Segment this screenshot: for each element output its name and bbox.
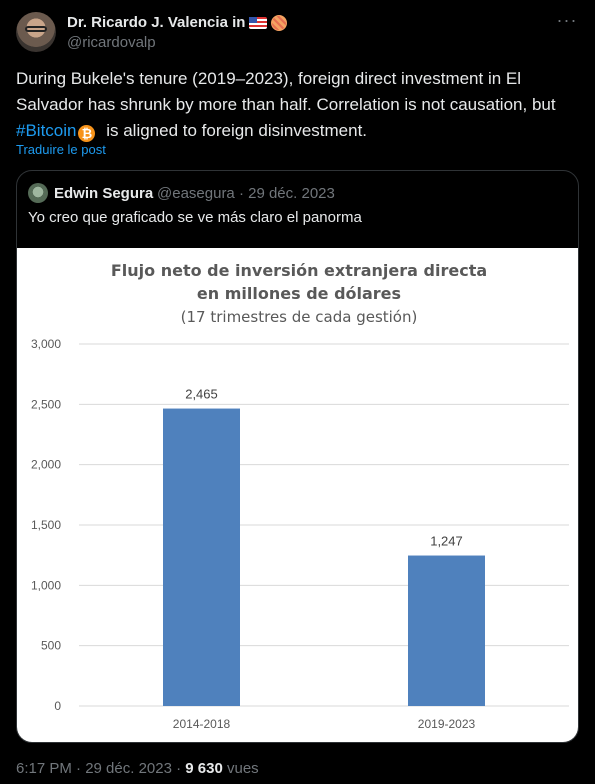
views-label: vues xyxy=(222,760,259,777)
chart-subtitle: (17 trimestres de cada gestión) xyxy=(181,308,418,326)
tweet-footer: 6:17 PM · 29 déc. 2023 · 9 630 vues xyxy=(16,760,259,777)
author-handle[interactable]: @ricardovalp xyxy=(67,34,156,51)
y-tick-label: 1,000 xyxy=(31,578,61,592)
y-tick-label: 3,000 xyxy=(31,337,61,351)
y-tick-label: 500 xyxy=(41,639,61,653)
x-tick-label: 2019-2023 xyxy=(418,717,476,731)
translate-post-link[interactable]: Traduire le post xyxy=(16,142,106,157)
author-name[interactable]: Dr. Ricardo J. Valencia in xyxy=(67,14,288,31)
label-layer: 0 500 1,000 1,500 2,000 2,500 3,000 2,465 2014-2… xyxy=(31,337,476,731)
data-label: 1,247 xyxy=(430,534,463,549)
glasses-shape xyxy=(25,26,47,32)
quote-text: Yo creo que graficado se ve más claro el… xyxy=(28,209,362,226)
author-avatar[interactable] xyxy=(16,12,56,52)
bitcoin-hashtag[interactable]: #Bitcoin xyxy=(16,121,77,140)
views-count: 9 630 xyxy=(185,760,223,777)
bar-layer xyxy=(163,408,485,706)
chart-title: Flujo neto de inversión extranjera direc… xyxy=(111,261,487,280)
y-tick-label: 1,500 xyxy=(31,518,61,532)
bar xyxy=(163,408,240,706)
y-tick-label: 2,500 xyxy=(31,397,61,411)
more-options-icon[interactable]: ··· xyxy=(556,10,578,30)
tweet-text-part2: is aligned to foreign disinvestment. xyxy=(101,121,368,140)
tweet-timestamp[interactable]: 6:17 PM · 29 déc. 2023 · xyxy=(16,760,186,777)
author-name-text[interactable]: Dr. Ricardo J. Valencia in xyxy=(67,14,246,31)
quote-handle-date: @easegura · 29 déc. 2023 xyxy=(157,185,335,202)
quote-author-name: Edwin Segura xyxy=(54,185,154,202)
bitcoin-icon: ₿ xyxy=(78,125,96,142)
chart-title-line2: en millones de dólares xyxy=(197,284,401,303)
x-tick-label: 2014-2018 xyxy=(173,717,231,731)
bar-chart: Flujo neto de inversión extranjera direc… xyxy=(31,261,569,731)
y-tick-label: 2,000 xyxy=(31,458,61,472)
data-label: 2,465 xyxy=(185,387,218,402)
badge-icon xyxy=(271,14,288,31)
tweet-text: During Bukele's tenure (2019–2023), fore… xyxy=(16,66,576,144)
chart-image[interactable]: Flujo neto de inversión extranjera direc… xyxy=(17,248,578,742)
us-flag-icon xyxy=(249,16,268,29)
grid-layer xyxy=(79,343,569,707)
quote-author-avatar xyxy=(28,183,48,203)
bar xyxy=(408,555,485,706)
quote-tweet-card[interactable]: Edwin Segura @easegura · 29 déc. 2023 Yo… xyxy=(16,170,579,743)
y-tick-label: 0 xyxy=(54,699,61,713)
tweet-text-part1: During Bukele's tenure (2019–2023), fore… xyxy=(16,69,556,114)
